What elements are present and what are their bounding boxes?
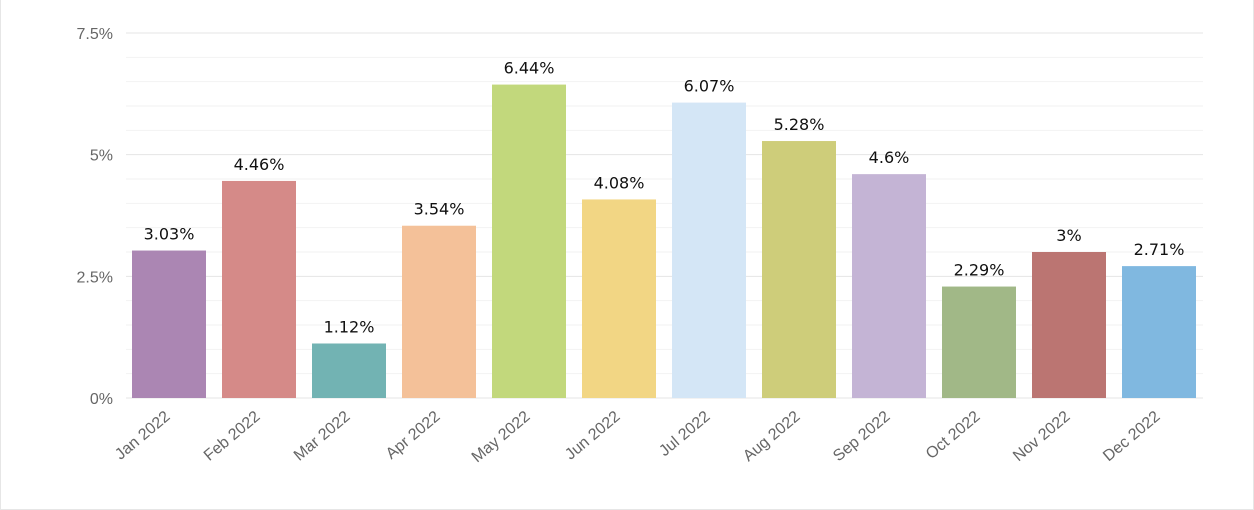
y-tick-label: 7.5% (77, 26, 113, 43)
bar (942, 286, 1016, 398)
y-tick-label: 2.5% (77, 269, 113, 286)
data-label: 6.44% (504, 59, 555, 78)
x-tick-label: Mar 2022 (291, 408, 354, 465)
x-tick-label: Feb 2022 (201, 408, 264, 465)
grid-layer (126, 32, 1203, 399)
bar (492, 84, 566, 398)
bar (1122, 266, 1196, 398)
data-label: 2.71% (1134, 240, 1185, 259)
bar (582, 199, 656, 398)
x-tick-label: Dec 2022 (1100, 408, 1163, 465)
data-label: 6.07% (684, 77, 735, 96)
x-tick-label: Jul 2022 (656, 408, 713, 460)
bar (1032, 252, 1106, 398)
x-tick-label: Nov 2022 (1010, 408, 1073, 465)
data-label: 4.6% (869, 148, 910, 167)
x-tick-label: Aug 2022 (740, 408, 803, 465)
data-label: 2.29% (954, 261, 1005, 280)
y-axis: 0% 2.5% 5% 7.5% (77, 26, 113, 408)
x-tick-label: May 2022 (469, 408, 534, 466)
x-tick-label: Sep 2022 (830, 408, 893, 465)
bar (672, 102, 746, 399)
bars (132, 84, 1196, 399)
data-label: 4.46% (234, 155, 285, 174)
x-tick-label: Apr 2022 (383, 408, 444, 463)
data-label: 1.12% (324, 317, 375, 336)
data-labels: 3.03% 4.46% 1.12% 3.54% 6.44% 4.08% 6.07% 5.28%… (144, 59, 1185, 337)
x-tick-label: Jan 2022 (112, 408, 173, 463)
data-label: 3% (1056, 226, 1081, 245)
bar (852, 174, 926, 398)
data-label: 3.54% (414, 200, 465, 219)
bar (762, 141, 836, 399)
x-tick-label: Jun 2022 (562, 408, 623, 463)
data-label: 5.28% (774, 115, 825, 134)
bar (222, 180, 296, 398)
y-tick-label: 0% (90, 391, 113, 408)
bar (132, 250, 206, 398)
x-tick-label: Oct 2022 (923, 408, 984, 463)
data-label: 3.03% (144, 225, 195, 244)
bar (312, 343, 386, 398)
x-axis: Jan 2022 Feb 2022 Mar 2022 Apr 2022 May 2022… (112, 408, 1163, 466)
data-label: 4.08% (594, 173, 645, 192)
y-tick-label: 5% (90, 148, 113, 165)
bar (402, 225, 476, 398)
